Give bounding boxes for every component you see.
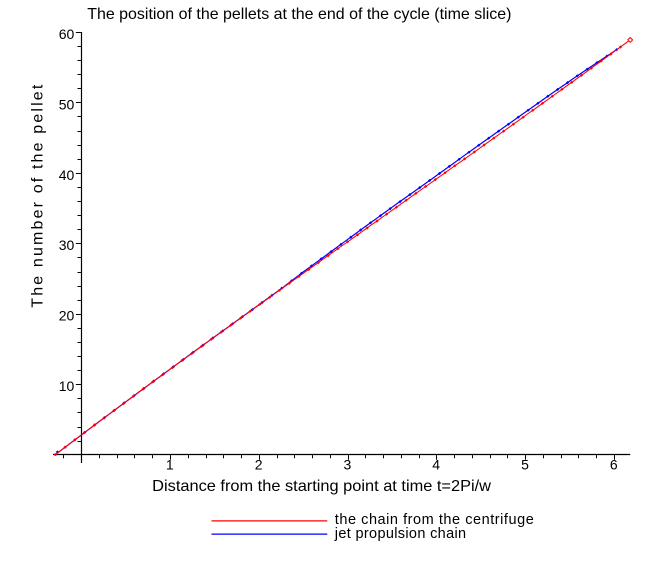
svg-text:the chain from the centrifuge: the chain from the centrifuge (335, 512, 534, 528)
svg-text:2: 2 (255, 457, 263, 473)
svg-text:5: 5 (521, 457, 529, 473)
svg-text:3: 3 (344, 457, 352, 473)
svg-text:20: 20 (59, 308, 75, 324)
svg-text:The position of the pellets at: The position of the pellets at the end o… (87, 6, 511, 23)
svg-text:10: 10 (59, 378, 75, 394)
svg-text:60: 60 (59, 26, 75, 42)
svg-text:40: 40 (59, 167, 75, 183)
svg-text:6: 6 (610, 457, 618, 473)
svg-text:50: 50 (59, 96, 75, 112)
svg-text:1: 1 (166, 457, 174, 473)
svg-text:Distance from the starting poi: Distance from the starting point at time… (152, 478, 491, 495)
svg-text:30: 30 (59, 237, 75, 253)
svg-text:The number of the pellet: The number of the pellet (30, 84, 47, 308)
svg-text:4: 4 (432, 457, 440, 473)
svg-text:jet propulsion chain: jet propulsion chain (334, 526, 466, 542)
